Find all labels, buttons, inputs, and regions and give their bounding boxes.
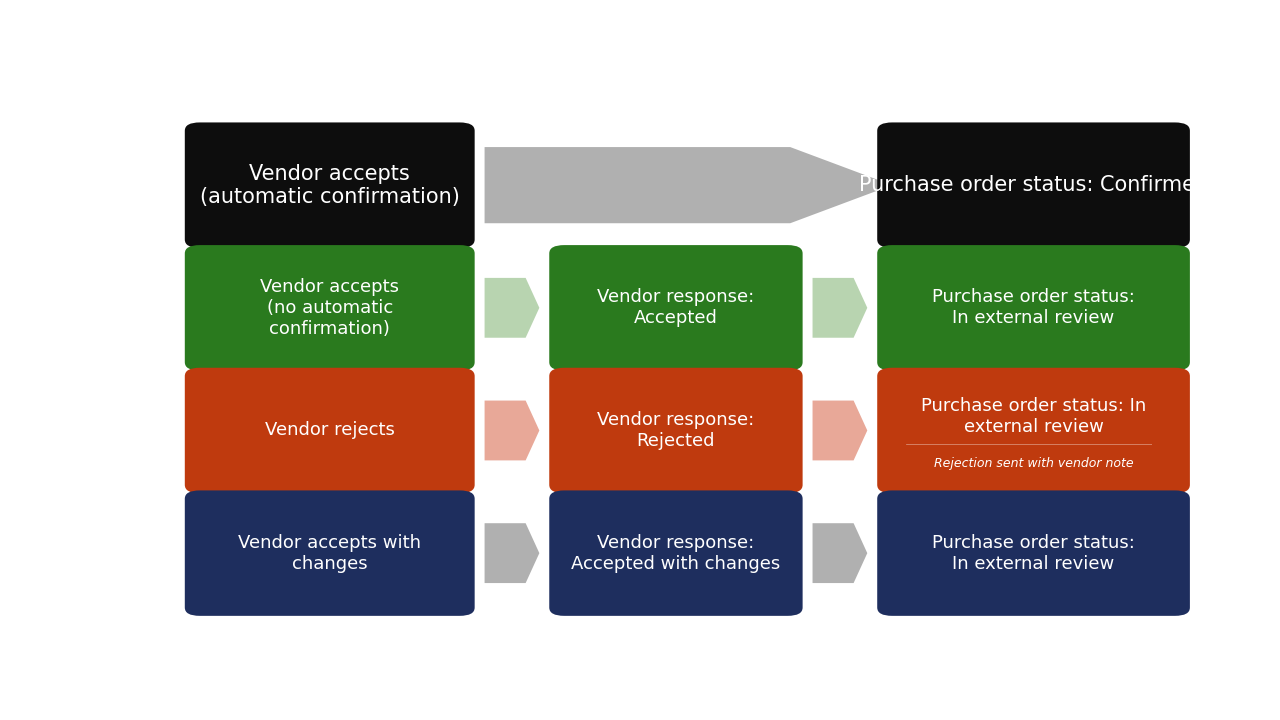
- Text: Vendor accepts
(automatic confirmation): Vendor accepts (automatic confirmation): [200, 163, 460, 207]
- FancyBboxPatch shape: [184, 245, 475, 371]
- FancyBboxPatch shape: [877, 122, 1190, 248]
- Text: Rejection sent with vendor note: Rejection sent with vendor note: [933, 456, 1133, 469]
- Text: Vendor response:
Rejected: Vendor response: Rejected: [598, 411, 755, 450]
- FancyBboxPatch shape: [877, 368, 1190, 493]
- FancyBboxPatch shape: [877, 490, 1190, 616]
- FancyBboxPatch shape: [549, 368, 803, 493]
- Polygon shape: [813, 523, 868, 583]
- Text: Vendor rejects: Vendor rejects: [265, 421, 394, 439]
- Text: Purchase order status:
In external review: Purchase order status: In external revie…: [932, 534, 1135, 572]
- FancyBboxPatch shape: [549, 490, 803, 616]
- Text: Vendor response:
Accepted with changes: Vendor response: Accepted with changes: [571, 534, 781, 572]
- Polygon shape: [813, 400, 868, 460]
- Text: Vendor accepts
(no automatic
confirmation): Vendor accepts (no automatic confirmatio…: [260, 278, 399, 338]
- Text: Purchase order status:
In external review: Purchase order status: In external revie…: [932, 289, 1135, 327]
- FancyBboxPatch shape: [184, 368, 475, 493]
- FancyBboxPatch shape: [549, 245, 803, 371]
- Text: Purchase order status: Confirmed: Purchase order status: Confirmed: [859, 175, 1208, 195]
- Text: Vendor response:
Accepted: Vendor response: Accepted: [598, 289, 755, 327]
- FancyBboxPatch shape: [877, 245, 1190, 371]
- FancyBboxPatch shape: [184, 122, 475, 248]
- Text: Purchase order status: In
external review: Purchase order status: In external revie…: [920, 397, 1146, 436]
- Polygon shape: [813, 278, 868, 338]
- FancyBboxPatch shape: [184, 490, 475, 616]
- Polygon shape: [485, 147, 892, 223]
- Text: Vendor accepts with
changes: Vendor accepts with changes: [238, 534, 421, 572]
- Polygon shape: [485, 278, 539, 338]
- Polygon shape: [485, 400, 539, 460]
- Polygon shape: [485, 523, 539, 583]
